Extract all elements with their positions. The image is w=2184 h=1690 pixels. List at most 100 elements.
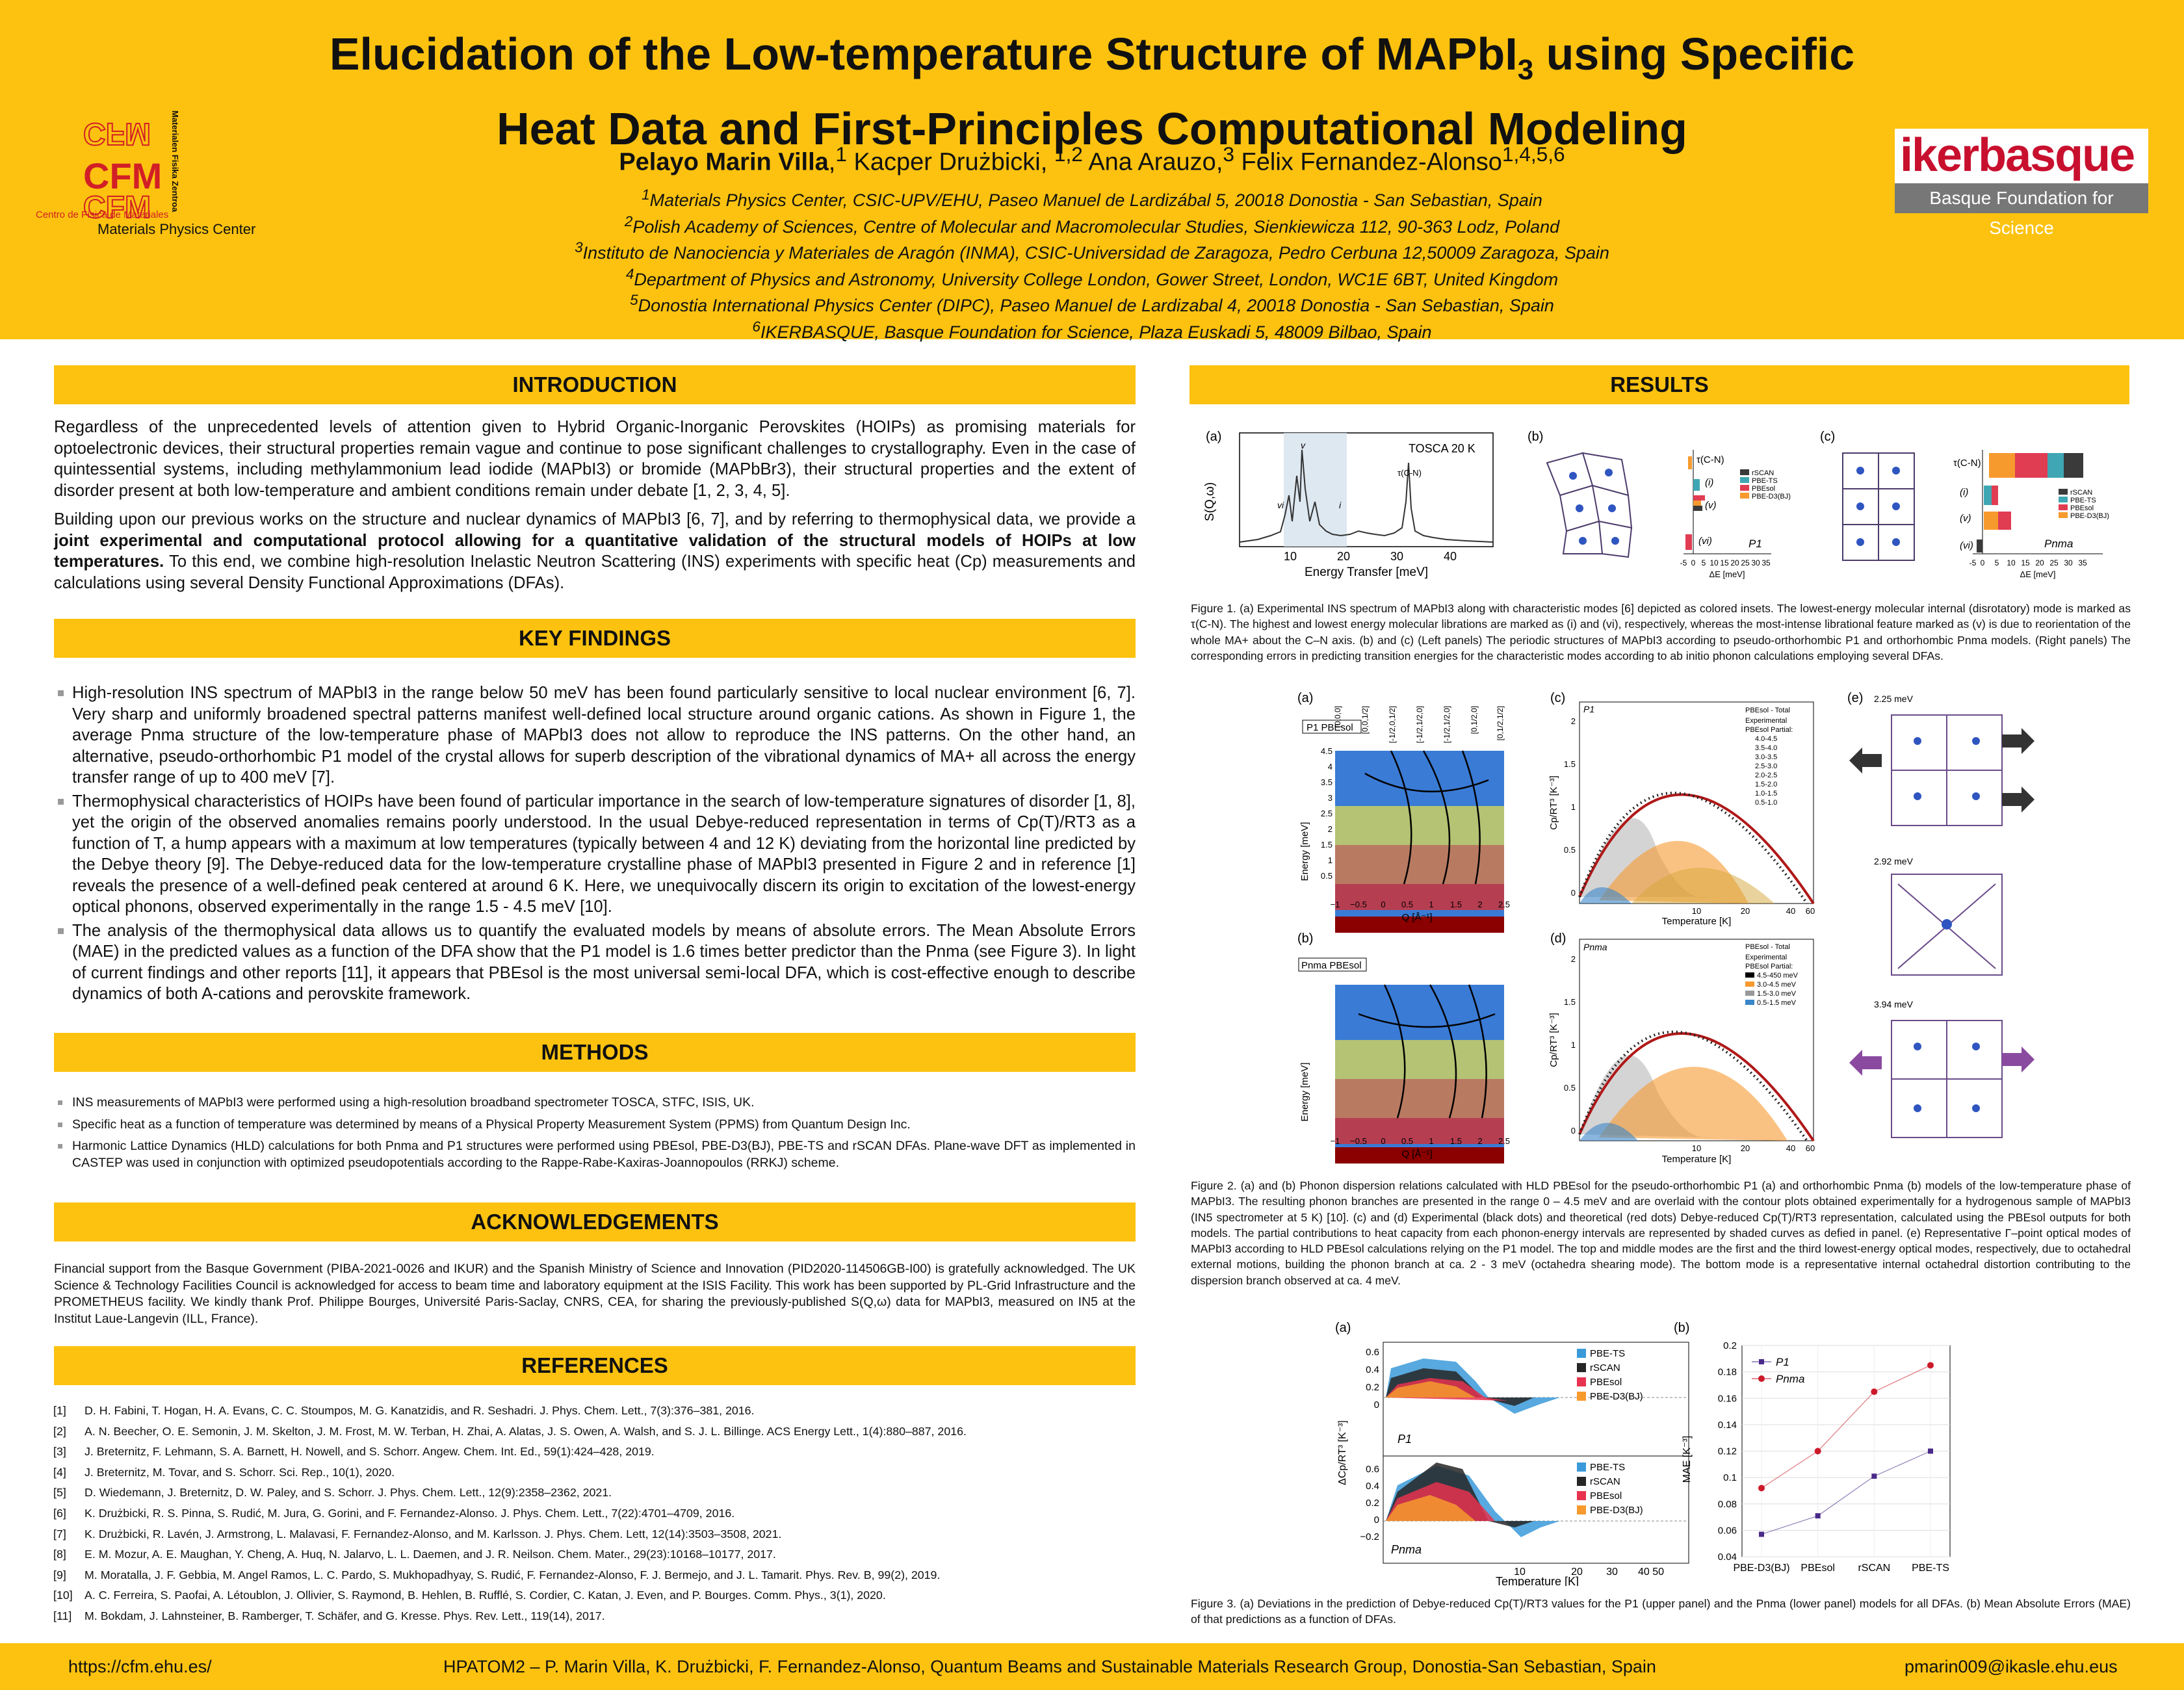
references-heading: REFERENCES	[54, 1346, 1136, 1385]
mae-legend-marker	[1758, 1375, 1765, 1382]
reference-text: M. Moratalla, J. F. Gebbia, M. Angel Ram…	[84, 1568, 941, 1581]
mae-point-pnma	[1758, 1485, 1765, 1492]
affiliation: 4Department of Physics and Astronomy, Un…	[625, 265, 1559, 289]
method-item: Harmonic Lattice Dynamics (HLD) calculat…	[54, 1138, 1136, 1171]
title-line1-end: using Specific	[1533, 29, 1855, 79]
reference-number: [6]	[53, 1506, 66, 1520]
mae-series-line-pnma	[1761, 1364, 1931, 1488]
fig1b-row-label: (i)	[1705, 477, 1713, 488]
svg-text:30: 30	[2064, 558, 2073, 567]
fig2d-yticks: 2 1.5 1 0.5 0	[1564, 954, 1576, 1136]
affiliation: 2Polish Academy of Sciences, Centre of M…	[624, 213, 1560, 237]
svg-text:PBEsol - Total: PBEsol - Total	[1745, 707, 1790, 714]
fig1c-xticks: -5 0 5 10 15 20 25 30 35	[1970, 558, 2087, 567]
reference-item: [9] M. Moratalla, J. F. Gebbia, M. Angel …	[53, 1565, 1132, 1586]
ikerbasque-word: ikerbasque	[1900, 129, 2135, 181]
footer-url[interactable]: https://cfm.ehu.es/	[68, 1657, 212, 1676]
footer-email[interactable]: pmarin009@ikasle.ehu.eus	[1904, 1657, 2118, 1676]
fig1b-model-label: P1	[1748, 538, 1762, 550]
fig1b-xlabel: ΔE [meV]	[1710, 569, 1745, 579]
reference-item: [1] D. H. Fabini, T. Hogan, H. A. Evans, …	[53, 1401, 1132, 1422]
reference-number: [8]	[53, 1548, 66, 1561]
svg-text:2: 2	[1477, 900, 1482, 909]
mae-ytick: 0.16	[1718, 1393, 1737, 1404]
fig2e-arrows-purple	[1849, 1046, 2034, 1076]
svg-text:4: 4	[1328, 762, 1332, 772]
reference-number: [2]	[53, 1424, 66, 1438]
svg-text:15: 15	[2021, 558, 2030, 567]
key-finding-item: High-resolution INS spectrum of MAPbI3 i…	[54, 682, 1136, 788]
fig3a-xlabel: Temperature [K]	[1496, 1575, 1579, 1586]
svg-text:Experimental: Experimental	[1745, 717, 1787, 725]
author-name: Pelayo Marin Villa	[619, 148, 829, 176]
svg-text:1.5-3.0 meV: 1.5-3.0 meV	[1757, 990, 1797, 998]
svg-text:2.5: 2.5	[1498, 1136, 1510, 1146]
svg-text:0: 0	[1571, 888, 1576, 898]
svg-text:3.0-4.5 meV: 3.0-4.5 meV	[1757, 981, 1797, 989]
reference-number: [1]	[53, 1404, 66, 1417]
mae-ytick: 0.1	[1723, 1472, 1737, 1483]
key-finding-item: Thermophysical characteristics of HOIPs …	[54, 791, 1136, 918]
svg-text:0.6: 0.6	[1366, 1347, 1379, 1358]
svg-text:35: 35	[2078, 558, 2087, 567]
mae-ytick: 0.08	[1718, 1499, 1737, 1510]
svg-text:PBE-TS: PBE-TS	[1590, 1348, 1625, 1359]
svg-text:0.6: 0.6	[1366, 1464, 1379, 1475]
reference-item: [10] A. C. Ferreira, S. Paofai, A. Létoub…	[53, 1585, 1132, 1606]
svg-text:0.5: 0.5	[1401, 900, 1413, 909]
reference-list: [1] D. H. Fabini, T. Hogan, H. A. Evans, …	[53, 1401, 1132, 1627]
reference-text: J. Breternitz, F. Lehmann, S. A. Barnett…	[84, 1445, 655, 1459]
svg-text:60: 60	[1806, 906, 1815, 916]
fig2c-total-curve	[1578, 793, 1815, 905]
svg-text:40: 40	[1786, 906, 1795, 916]
svg-text:3.5: 3.5	[1321, 777, 1332, 787]
fig2a-yticks: 4.5 4 3.5 3 2.5 2 1.5 1 0.5	[1321, 746, 1332, 881]
svg-text:−0.5: −0.5	[1350, 900, 1367, 909]
svg-text:1.5-2.0: 1.5-2.0	[1755, 781, 1777, 788]
title-line2: Heat Data and First-Principles Computati…	[497, 103, 1687, 154]
mae-chart: 0.04 0.06 0.08 0.1 0.12 0.14 0.16 0.18 0.2 PBE-D3…	[1718, 1340, 1951, 1574]
fig1b-bar-chart: τ(C-N) (i) (v) (vi) P1 rSCAN PBE-TS PBEs…	[1680, 450, 1791, 579]
svg-text:0.5: 0.5	[1401, 1136, 1413, 1146]
reference-text: M. Bokdam, J. Lahnsteiner, B. Ramberger,…	[84, 1609, 605, 1622]
svg-text:40 50: 40 50	[1638, 1566, 1664, 1578]
svg-text:PBEsol: PBEsol	[1590, 1377, 1622, 1388]
reference-number: [11]	[53, 1609, 72, 1622]
fig1b-row-label: (v)	[1705, 500, 1717, 511]
fig1b-structure	[1546, 452, 1633, 558]
fig1a-highlight	[1284, 433, 1347, 547]
svg-text:1: 1	[1571, 1040, 1576, 1050]
svg-text:−0.5: −0.5	[1350, 1136, 1367, 1146]
svg-text:2: 2	[1571, 716, 1576, 726]
fig1c-xlabel: ΔE [meV]	[2020, 569, 2056, 579]
author-sup: 1,4,5,6	[1502, 142, 1565, 166]
svg-text:-5: -5	[1970, 558, 1977, 567]
svg-text:[0,0,0]: [0,0,0]	[1333, 706, 1342, 727]
svg-text:20: 20	[2035, 558, 2044, 567]
fig1a-ylabel: S(Q,ω)	[1203, 482, 1217, 521]
fig1c-row-label: (v)	[1960, 513, 1971, 524]
reference-text: K. Drużbicki, R. Lavén, J. Armstrong, L.…	[84, 1527, 782, 1540]
fig1b-row-label: τ(C-N)	[1696, 454, 1724, 465]
reference-text: E. M. Mozur, A. E. Maughan, Y. Cheng, A.…	[84, 1548, 776, 1561]
fig2-panel-b-label: (b)	[1297, 931, 1313, 946]
svg-text:[0,1/2,0]: [0,1/2,0]	[1470, 706, 1479, 734]
svg-text:0.5-1.0: 0.5-1.0	[1755, 799, 1777, 807]
svg-text:PBE-TS: PBE-TS	[1752, 477, 1778, 485]
svg-text:1.5: 1.5	[1450, 1136, 1462, 1146]
svg-text:30: 30	[1606, 1566, 1618, 1578]
fig3a-xticks: 10 20 30 40 50	[1514, 1566, 1664, 1578]
fig2a-heatmap	[1335, 750, 1504, 933]
svg-text:20: 20	[1571, 1566, 1583, 1578]
svg-text:60: 60	[1806, 1143, 1815, 1153]
cfm-line1: Centro de Física de Materiales	[36, 209, 168, 220]
cfm-mark: CFM	[83, 155, 162, 196]
mae-ytick: 0.2	[1723, 1340, 1737, 1351]
svg-text:PBE-D3(BJ): PBE-D3(BJ)	[1590, 1391, 1643, 1402]
figure1: (a) S(Q,ω) TOSCA 20 K τ(C-N) vi v i 10 2…	[1199, 424, 2132, 583]
intro-paragraph-2: Building upon our previous works on the …	[54, 510, 1136, 592]
svg-text:3.5-4.0: 3.5-4.0	[1755, 744, 1777, 752]
svg-text:10: 10	[1692, 906, 1701, 916]
poster-title: Elucidation of the Low-temperature Struc…	[273, 25, 1911, 158]
fig3b-ylabel: MAE [K⁻³]	[1682, 1436, 1693, 1483]
